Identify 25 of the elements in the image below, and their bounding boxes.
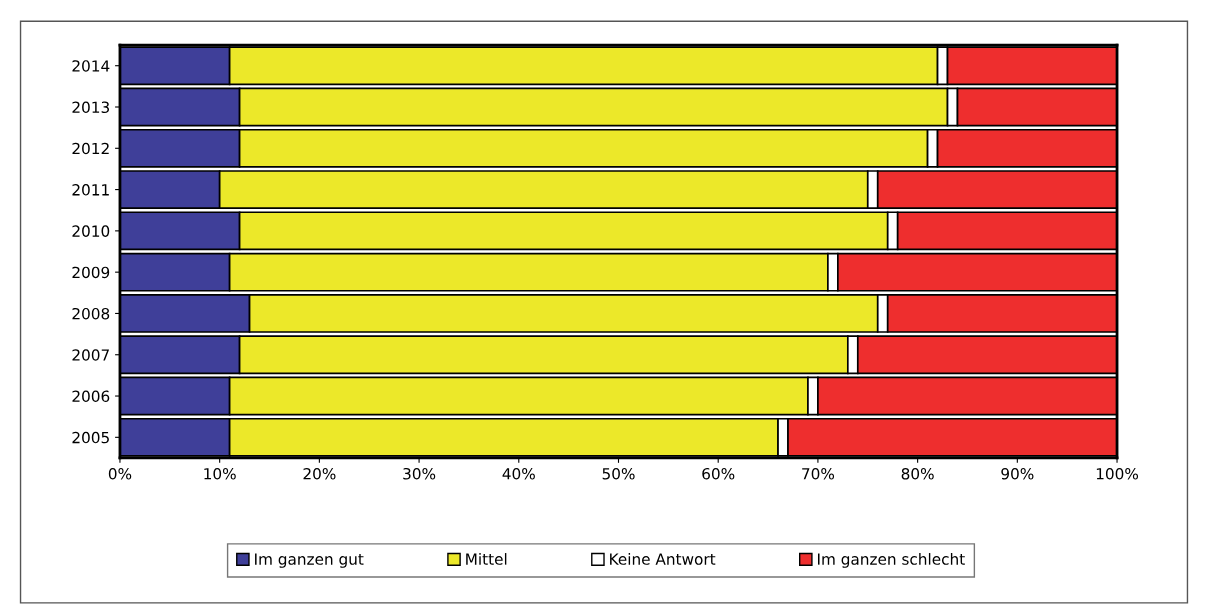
x-tick-label: 80% (901, 467, 934, 480)
legend-label: Im ganzen gut (255, 553, 364, 568)
x-tick-label: 100% (1096, 467, 1139, 480)
y-tick-label: 2014 (72, 60, 110, 72)
x-tick-label: 70% (802, 467, 835, 480)
y-tick-label: 2007 (72, 349, 109, 361)
x-tick-label: 50% (602, 467, 635, 480)
x-tick-label: 0% (108, 467, 132, 480)
x-tick-label: 30% (403, 467, 436, 480)
y-tick-label: 2008 (72, 307, 110, 320)
y-tick-label: 2010 (72, 225, 110, 237)
legend-label: Mittel (466, 553, 507, 565)
y-tick-label: 2011 (72, 184, 109, 196)
x-tick-label: 20% (303, 467, 336, 480)
legend-label: Im ganzen schlecht (818, 553, 965, 568)
y-tick-label: 2013 (72, 101, 110, 114)
y-tick-label: 2005 (72, 431, 109, 444)
x-tick-label: 90% (1001, 467, 1034, 480)
x-tick-label: 40% (502, 467, 535, 480)
y-tick-label: 2006 (72, 390, 110, 403)
legend-label: Keine Antwort (610, 553, 716, 565)
x-tick-label: 10% (204, 467, 236, 480)
x-tick-label: 60% (702, 467, 735, 480)
y-tick-label: 2012 (72, 142, 109, 155)
y-tick-label: 2009 (72, 266, 110, 279)
